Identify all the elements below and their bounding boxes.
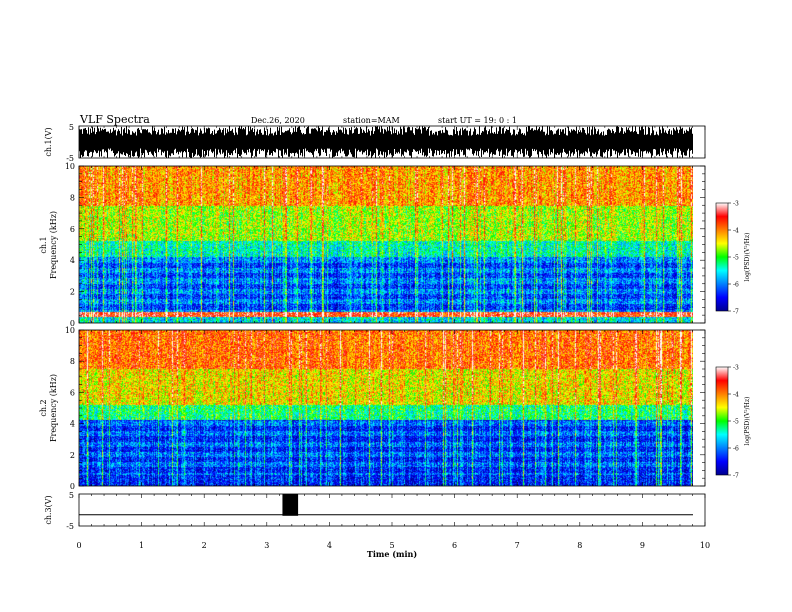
time-tick-label: 8	[577, 541, 582, 550]
ch2-spectrogram-ytick-label: 4	[70, 420, 75, 429]
time-tick-label: 0	[76, 541, 81, 550]
ch1-waveform-line	[79, 126, 693, 158]
ch1-colorbar-tick-label: -5	[733, 255, 739, 262]
ch1-spectrogram-ytick-label: 8	[70, 193, 75, 202]
ch2-colorbar: -3 -4 -5 -6 -7 log(PSD)(V²/Hz)	[715, 365, 751, 480]
ch1-spectrogram-ytick-label: 4	[70, 256, 75, 265]
ch2-spectrogram-ytick-label: 8	[70, 357, 75, 366]
ch1-waveform-trace	[79, 126, 693, 158]
ch2-colorbar-tick-label: -3	[733, 365, 739, 372]
ch1-colorbar-label: log(PSD)(V²/Hz)	[744, 233, 751, 282]
time-axis-label: Time (min)	[367, 549, 417, 559]
time-tick-label: 10	[700, 541, 710, 550]
ch2-spectrogram-ytick-label: 2	[70, 451, 75, 460]
ch2-frequency-tick-labels: 0 2 4 6 8 10	[65, 326, 75, 491]
ch1-colorbar: -3 -4 -5 -6 -7 log(PSD)(V²/Hz)	[715, 201, 751, 316]
ch1-waveform-panel: 5 -5 ch.1(V)	[44, 123, 706, 163]
ch2-colorbar-tick-label: -4	[733, 392, 739, 399]
ch1-colorbar-tick-label: -6	[733, 282, 739, 289]
ch2-colorbar-label: log(PSD)(V²/Hz)	[744, 397, 751, 446]
ch2-frequency-axis-label: Frequency (kHz)	[49, 374, 58, 442]
ch1-spectrogram-panel: 0 2 4 6 8 10 ch.1 Frequency (kHz)	[39, 162, 706, 328]
ch1-spectrogram-ytick-label: 0	[70, 319, 75, 328]
ch1-channel-label: ch.1	[39, 236, 48, 253]
ch1-colorbar-scale	[715, 202, 729, 312]
ch2-spectrogram-panel: 0 2 4 6 8 10 ch.2 Frequency (kHz)	[39, 326, 706, 491]
ch1-spectrogram-ytick-label: 10	[65, 162, 75, 171]
ch2-colorbar-scale	[715, 366, 729, 476]
figure-title: VLF Spectra	[79, 113, 150, 126]
ch2-colorbar-tick-label: -5	[733, 419, 739, 426]
ch1-spectrogram-image	[79, 166, 693, 323]
ch2-channel-label: ch.2	[39, 399, 48, 416]
ch1-frequency-axis-label: Frequency (kHz)	[49, 211, 58, 279]
ch1-ytick-bottom: -5	[66, 154, 74, 163]
time-tick-label: 6	[452, 541, 457, 550]
date-label: Dec.26, 2020	[251, 116, 305, 125]
ch2-spectrogram-image	[79, 330, 693, 486]
ch3-signal-panel: 5 -5 ch.3(V)	[44, 491, 706, 531]
ch2-colorbar-tick-label: -6	[733, 446, 739, 453]
ch2-spectrogram-ticks	[78, 329, 706, 487]
ch1-spectrogram-ticks	[78, 165, 706, 324]
ch2-spectrogram-ytick-label: 10	[65, 326, 75, 335]
ch1-spectrogram-ytick-label: 2	[70, 288, 75, 297]
time-tick-label: 4	[327, 541, 332, 550]
time-tick-label: 9	[640, 541, 645, 550]
ch1-spectrogram-ytick-label: 6	[70, 225, 75, 234]
start-time-label: start UT = 19: 0 : 1	[438, 116, 517, 125]
ch1-frequency-tick-labels: 0 2 4 6 8 10	[65, 162, 75, 328]
ch1-waveform-ylabel: ch.1(V)	[44, 127, 53, 156]
time-tick-labels: 0 1 2 3 4 5 6 7 8 9 10	[76, 541, 710, 550]
ch2-spectrogram-ytick-label: 6	[70, 388, 75, 397]
time-tick-label: 2	[202, 541, 207, 550]
ch1-colorbar-tick-label: -4	[733, 228, 739, 235]
ch3-ytick-bottom: -5	[66, 522, 74, 531]
ch1-colorbar-tick-label: -7	[733, 309, 739, 316]
time-tick-label: 1	[139, 541, 144, 550]
time-tick-label: 7	[515, 541, 520, 550]
ch1-colorbar-ticks: -3 -4 -5 -6 -7	[728, 201, 739, 316]
ch3-signal-ticks	[78, 494, 706, 526]
time-tick-label: 3	[264, 541, 269, 550]
ch1-colorbar-tick-label: -3	[733, 201, 739, 208]
ch1-ytick-top: 5	[69, 123, 74, 132]
time-tick-label: 5	[389, 541, 394, 550]
ch2-colorbar-ticks: -3 -4 -5 -6 -7	[728, 365, 739, 480]
ch3-ytick-top: 5	[69, 491, 74, 500]
ch1-waveform-ticks	[78, 126, 706, 158]
station-label: station=MAM	[343, 116, 400, 125]
ch2-colorbar-tick-label: -7	[733, 473, 739, 480]
ch3-pulse	[282, 494, 299, 516]
ch2-spectrogram-ytick-label: 0	[70, 482, 75, 491]
ch3-signal-frame	[78, 493, 706, 527]
ch3-signal-ylabel: ch.3(V)	[44, 495, 53, 524]
